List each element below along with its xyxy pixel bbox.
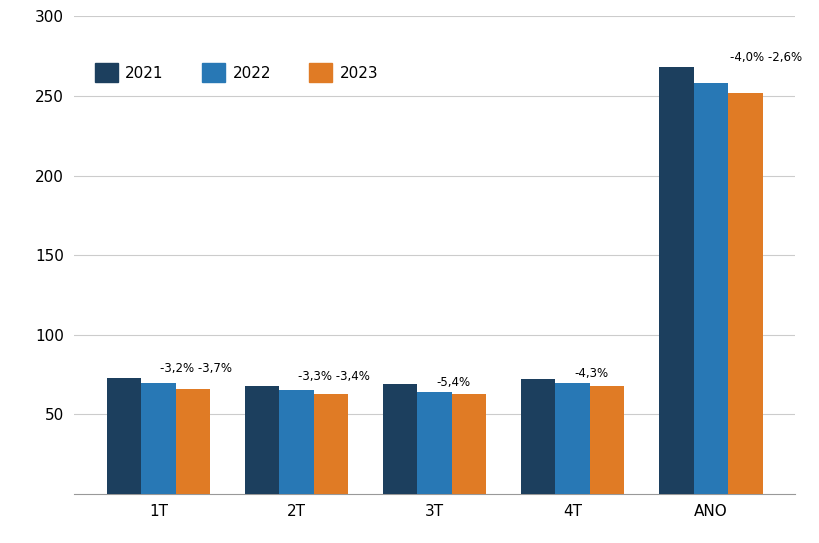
Bar	[417, 392, 451, 494]
Text: -5,4%: -5,4%	[436, 376, 470, 389]
Bar	[554, 383, 589, 494]
Bar	[141, 383, 175, 494]
Bar	[175, 389, 210, 494]
Bar	[451, 394, 486, 494]
Bar	[244, 386, 279, 494]
Text: -4,3%: -4,3%	[574, 367, 608, 380]
Bar	[727, 93, 762, 494]
Legend: 2021, 2022, 2023: 2021, 2022, 2023	[88, 58, 384, 89]
Bar	[693, 83, 727, 494]
Bar	[279, 390, 314, 494]
Text: -3,3% -3,4%: -3,3% -3,4%	[298, 370, 369, 383]
Text: -3,2% -3,7%: -3,2% -3,7%	[160, 362, 232, 375]
Bar	[106, 378, 141, 494]
Bar	[658, 67, 693, 494]
Bar	[520, 380, 554, 494]
Bar	[382, 384, 417, 494]
Bar	[314, 394, 348, 494]
Text: -4,0% -2,6%: -4,0% -2,6%	[729, 51, 801, 64]
Bar	[589, 386, 624, 494]
